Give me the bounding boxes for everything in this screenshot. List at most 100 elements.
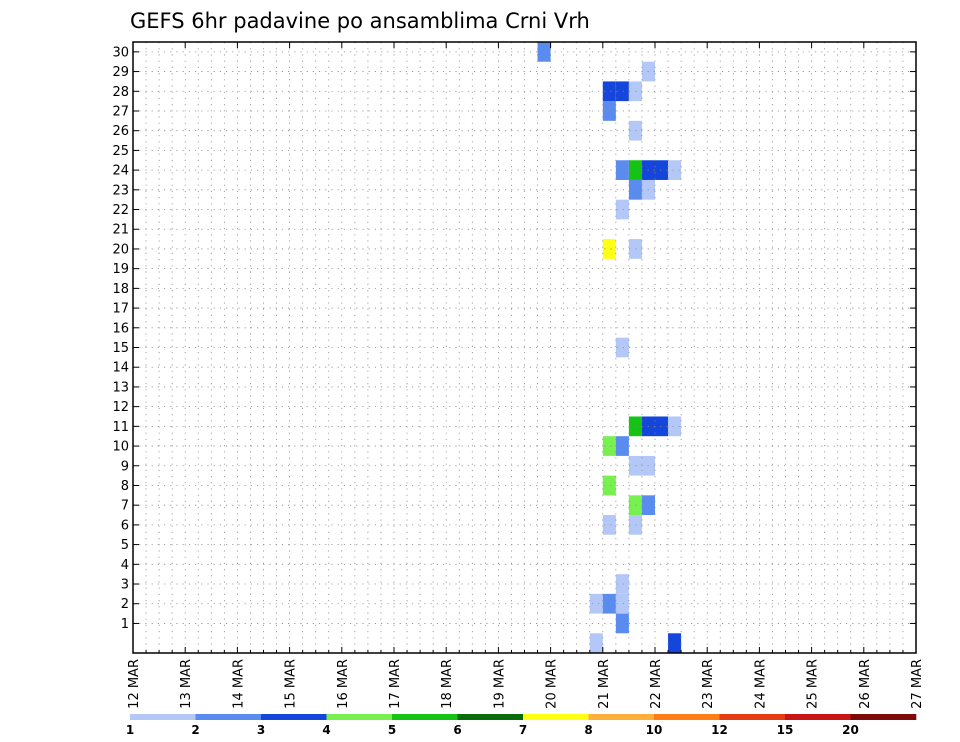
y-tick-label: 14 [112,361,129,376]
x-tick-label: 13 MAR [179,659,194,709]
heatmap-cell [602,81,616,102]
y-tick-label: 15 [112,341,129,356]
heatmap-cell [668,160,682,180]
y-tick-label: 29 [112,65,129,80]
x-tick-label: 26 MAR [858,659,873,709]
colorbar-swatch [326,714,393,720]
y-tick-label: 26 [112,124,129,139]
heatmap-cell [589,633,603,653]
y-tick-label: 1 [121,617,129,632]
y-tick-label: 10 [112,440,129,455]
colorbar-swatch [654,714,720,720]
heatmap-cell [615,436,629,456]
x-tick-label: 25 MAR [806,659,821,709]
heatmap-cell [615,81,629,102]
x-tick-label: 27 MAR [910,659,925,709]
y-tick-label: 28 [112,85,129,100]
y-tick-label: 23 [112,183,129,198]
colorbar-label: 12 [711,723,728,737]
colorbar-swatch [785,714,851,720]
heatmap-cell [602,593,616,614]
colorbar-swatch [850,714,917,720]
heatmap-cell [602,436,616,456]
colorbar-swatch [523,714,589,720]
y-tick-label: 17 [112,302,129,317]
colorbar-swatch [392,714,458,720]
y-tick-label: 13 [112,380,129,395]
y-tick-label: 19 [112,262,129,277]
chart-title: GEFS 6hr padavine po ansamblima Crni Vrh [130,9,590,33]
x-tick-label: 14 MAR [231,659,246,709]
heatmap-cell [602,475,616,496]
colorbar-label: 5 [388,723,396,737]
y-tick-label: 7 [121,499,129,514]
heatmap-cell [615,199,629,220]
colorbar-swatch [457,714,524,720]
colorbar-label: 3 [257,723,265,737]
colorbar-label: 7 [519,723,527,737]
colorbar-label: 8 [584,723,592,737]
colorbar-label: 6 [453,723,461,737]
y-tick-label: 27 [112,104,129,119]
y-tick-label: 22 [112,203,129,218]
colorbar-swatch [588,714,655,720]
heatmap-cell [668,416,682,437]
colorbar-label: 4 [322,723,330,737]
y-tick-label: 6 [121,518,129,533]
colorbar-label: 1 [126,723,134,737]
y-tick-label: 4 [121,558,129,573]
x-tick-label: 20 MAR [545,659,560,709]
heatmap-cell [602,515,616,535]
heatmap-cell [615,160,629,180]
colorbar-swatch [261,714,327,720]
y-tick-label: 5 [121,538,129,553]
colorbar-label: 15 [777,723,794,737]
y-tick-label: 16 [112,321,129,336]
y-tick-label: 2 [121,597,129,612]
colorbar-legend: 1 2 3 4 5 6 7 8 10 12 15 20 [126,714,917,737]
heatmap-cell [668,633,682,653]
y-tick-label: 20 [112,242,129,257]
y-tick-label: 21 [112,223,129,238]
heatmap-cell [615,574,629,594]
heatmap-cell [615,613,629,634]
x-tick-label: 22 MAR [649,659,664,709]
colorbar-swatch [719,714,786,720]
heatmap-cell [589,593,603,614]
heatmap-cell [615,593,629,614]
x-tick-label: 21 MAR [597,659,612,709]
y-tick-label: 3 [121,578,129,593]
y-tick-label: 24 [112,164,129,179]
x-tick-label: 18 MAR [440,659,455,709]
x-tick-label: 16 MAR [336,659,351,709]
heatmap-cells [537,42,682,653]
y-tick-label: 30 [112,45,129,60]
heatmap-cell [602,239,616,259]
x-tick-label: 19 MAR [492,659,507,709]
grid-lines [133,42,916,653]
x-axis-ticks: 12 MAR 13 MAR 14 MAR 15 MAR 16 MAR 17 MAR 18 M… [127,42,925,709]
y-tick-label: 25 [112,144,129,159]
heatmap-cell [537,42,551,62]
y-tick-label: 9 [121,459,129,474]
heatmap-cell [615,337,629,358]
colorbar-label: 2 [191,723,199,737]
y-tick-label: 12 [112,400,129,415]
colorbar-swatch [130,714,196,720]
colorbar-label: 10 [646,723,663,737]
x-tick-label: 12 MAR [127,659,142,709]
x-tick-label: 24 MAR [753,659,768,709]
heatmap-cell [602,101,616,121]
colorbar-swatch [195,714,262,720]
x-tick-label: 15 MAR [284,659,299,709]
y-tick-label: 18 [112,282,129,297]
x-tick-label: 17 MAR [388,659,403,709]
y-tick-label: 11 [112,420,129,435]
heatmap-cell [655,416,669,437]
heatmap-cell [655,160,669,180]
colorbar-label: 20 [842,723,859,737]
y-axis-ticks: 1234567891011121314151617181920212223242… [112,45,916,632]
x-tick-label: 23 MAR [701,659,716,709]
y-tick-label: 8 [121,479,129,494]
